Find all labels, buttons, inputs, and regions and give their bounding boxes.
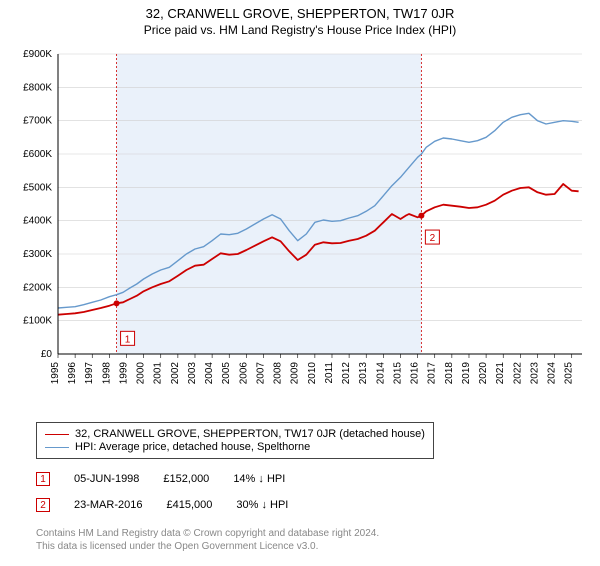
legend-item: 32, CRANWELL GROVE, SHEPPERTON, TW17 0JR… xyxy=(45,428,425,440)
chart-legend: 32, CRANWELL GROVE, SHEPPERTON, TW17 0JR… xyxy=(36,422,434,459)
svg-text:2016: 2016 xyxy=(410,362,421,385)
svg-text:£200K: £200K xyxy=(23,282,52,293)
chart-subtitle: Price paid vs. HM Land Registry's House … xyxy=(0,23,600,37)
svg-text:2025: 2025 xyxy=(564,362,575,385)
svg-text:2011: 2011 xyxy=(324,362,335,384)
svg-text:2021: 2021 xyxy=(495,362,506,385)
svg-text:2019: 2019 xyxy=(461,362,472,385)
marker-icon: 2 xyxy=(36,498,50,512)
svg-text:1997: 1997 xyxy=(84,362,95,385)
svg-text:2004: 2004 xyxy=(204,362,215,385)
svg-text:2013: 2013 xyxy=(358,362,369,385)
svg-text:2012: 2012 xyxy=(341,362,352,385)
attribution-line: This data is licensed under the Open Gov… xyxy=(36,541,379,554)
svg-text:2020: 2020 xyxy=(478,362,489,385)
svg-text:2: 2 xyxy=(430,233,436,244)
svg-text:£0: £0 xyxy=(41,349,53,360)
chart-area: £0 £100K £200K £300K £400K £500K £600K £700K £80… xyxy=(8,46,592,416)
svg-text:£300K: £300K xyxy=(23,249,52,260)
svg-text:2014: 2014 xyxy=(375,362,386,385)
attribution-line: Contains HM Land Registry data © Crown c… xyxy=(36,528,379,541)
tx-date: 23-MAR-2016 xyxy=(74,499,142,511)
svg-text:£500K: £500K xyxy=(23,182,52,193)
marker-icon: 1 xyxy=(36,472,50,486)
legend-swatch-property xyxy=(45,434,69,435)
svg-text:£900K: £900K xyxy=(23,49,52,60)
svg-text:2009: 2009 xyxy=(290,362,301,385)
svg-text:1996: 1996 xyxy=(67,362,78,385)
svg-text:2008: 2008 xyxy=(273,362,284,385)
svg-text:£100K: £100K xyxy=(23,316,52,327)
svg-text:1995: 1995 xyxy=(50,362,61,385)
svg-text:1999: 1999 xyxy=(118,362,129,385)
svg-text:2002: 2002 xyxy=(170,362,181,385)
svg-text:2006: 2006 xyxy=(238,362,249,385)
svg-text:2023: 2023 xyxy=(529,362,540,385)
svg-text:2018: 2018 xyxy=(444,362,455,385)
legend-swatch-hpi xyxy=(45,447,69,448)
svg-text:2001: 2001 xyxy=(153,362,164,385)
svg-text:2003: 2003 xyxy=(187,362,198,385)
legend-label: HPI: Average price, detached house, Spel… xyxy=(75,441,310,453)
svg-text:£600K: £600K xyxy=(23,149,52,160)
price-chart: £0 £100K £200K £300K £400K £500K £600K £700K £80… xyxy=(8,46,592,416)
transaction-row: 1 05-JUN-1998 £152,000 14% ↓ HPI xyxy=(36,472,576,486)
attribution: Contains HM Land Registry data © Crown c… xyxy=(36,528,379,553)
tx-price: £152,000 xyxy=(163,473,209,485)
svg-text:2022: 2022 xyxy=(512,362,523,385)
legend-item: HPI: Average price, detached house, Spel… xyxy=(45,441,425,453)
svg-text:2007: 2007 xyxy=(255,362,266,385)
svg-text:£400K: £400K xyxy=(23,216,52,227)
svg-text:2000: 2000 xyxy=(136,362,147,385)
svg-text:2010: 2010 xyxy=(307,362,318,385)
svg-text:2005: 2005 xyxy=(221,362,232,385)
svg-text:£800K: £800K xyxy=(23,82,52,93)
tx-delta: 30% ↓ HPI xyxy=(236,499,288,511)
tx-date: 05-JUN-1998 xyxy=(74,473,139,485)
tx-price: £415,000 xyxy=(166,499,212,511)
svg-text:£700K: £700K xyxy=(23,116,52,127)
svg-text:2015: 2015 xyxy=(392,362,403,385)
svg-text:2024: 2024 xyxy=(547,362,558,385)
legend-label: 32, CRANWELL GROVE, SHEPPERTON, TW17 0JR… xyxy=(75,428,425,440)
tx-delta: 14% ↓ HPI xyxy=(233,473,285,485)
svg-text:1998: 1998 xyxy=(101,362,112,385)
chart-title: 32, CRANWELL GROVE, SHEPPERTON, TW17 0JR xyxy=(0,6,600,21)
transaction-row: 2 23-MAR-2016 £415,000 30% ↓ HPI xyxy=(36,498,576,512)
svg-text:1: 1 xyxy=(125,334,131,345)
svg-text:2017: 2017 xyxy=(427,362,438,385)
page-root: 32, CRANWELL GROVE, SHEPPERTON, TW17 0JR… xyxy=(0,6,600,566)
